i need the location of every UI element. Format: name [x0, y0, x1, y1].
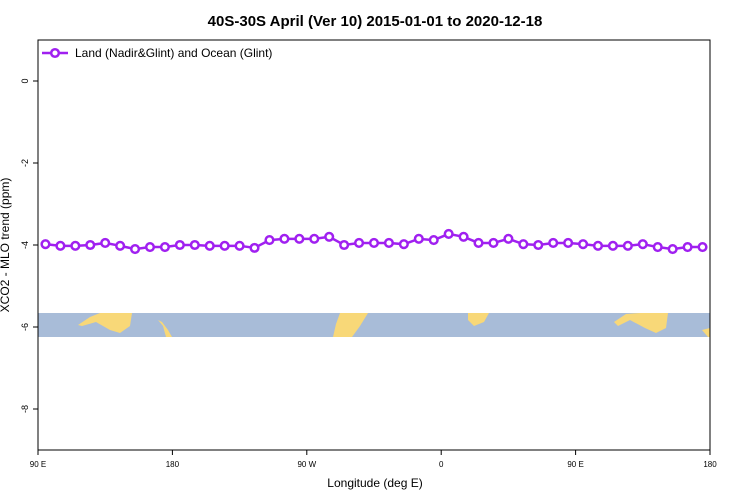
x-tick-label: 180 [703, 460, 717, 469]
y-tick-label: -2 [20, 159, 30, 167]
point [458, 231, 469, 242]
point [189, 239, 200, 251]
point [309, 233, 320, 244]
legend-label: Land (Nadir&Glint) and Ocean (Glint) [75, 46, 272, 60]
point [159, 242, 170, 253]
point [622, 240, 633, 251]
point [428, 235, 439, 246]
point [607, 240, 618, 251]
point [667, 244, 678, 255]
point [697, 242, 708, 253]
x-tick-label: 90 E [30, 460, 46, 469]
point [413, 233, 424, 244]
point [518, 239, 529, 250]
point [130, 244, 141, 255]
chart-title: 40S-30S April (Ver 10) 2015-01-01 to 202… [208, 13, 543, 30]
point [503, 233, 514, 244]
point [563, 237, 574, 248]
point [249, 242, 260, 253]
x-tick-label: 180 [166, 460, 180, 469]
point [488, 237, 499, 248]
point [100, 237, 111, 248]
point [368, 237, 380, 248]
point [383, 237, 394, 248]
point [70, 240, 81, 251]
point [55, 240, 66, 251]
y-tick-label: 0 [20, 78, 30, 83]
point [219, 240, 230, 251]
point [115, 240, 126, 251]
point [264, 235, 275, 246]
point [174, 239, 185, 251]
point [40, 239, 51, 250]
point [637, 239, 648, 250]
point [682, 242, 693, 253]
point [592, 240, 604, 251]
point [324, 231, 335, 242]
x-tick-label: 90 E [567, 460, 583, 469]
point [279, 233, 290, 244]
point [204, 240, 215, 251]
point [85, 239, 96, 251]
point [144, 242, 156, 253]
point [652, 242, 663, 253]
point [533, 239, 544, 251]
point [398, 239, 409, 250]
point [354, 237, 365, 248]
point [578, 239, 589, 250]
y-tick-label: -8 [20, 405, 30, 413]
legend-marker [49, 47, 61, 59]
x-tick-label: 90 W [297, 460, 316, 469]
y-axis-label: XCO2 - MLO trend (ppm) [0, 178, 12, 313]
x-axis-label: Longitude (deg E) [327, 476, 422, 490]
point [443, 228, 454, 239]
point [294, 233, 305, 244]
point [234, 240, 245, 251]
y-tick-label: -4 [20, 241, 30, 249]
x-tick-label: 0 [439, 460, 444, 469]
point [473, 237, 484, 248]
y-tick-label: -6 [20, 323, 30, 331]
point [339, 239, 350, 251]
map-strip [38, 313, 710, 337]
point [548, 237, 559, 248]
